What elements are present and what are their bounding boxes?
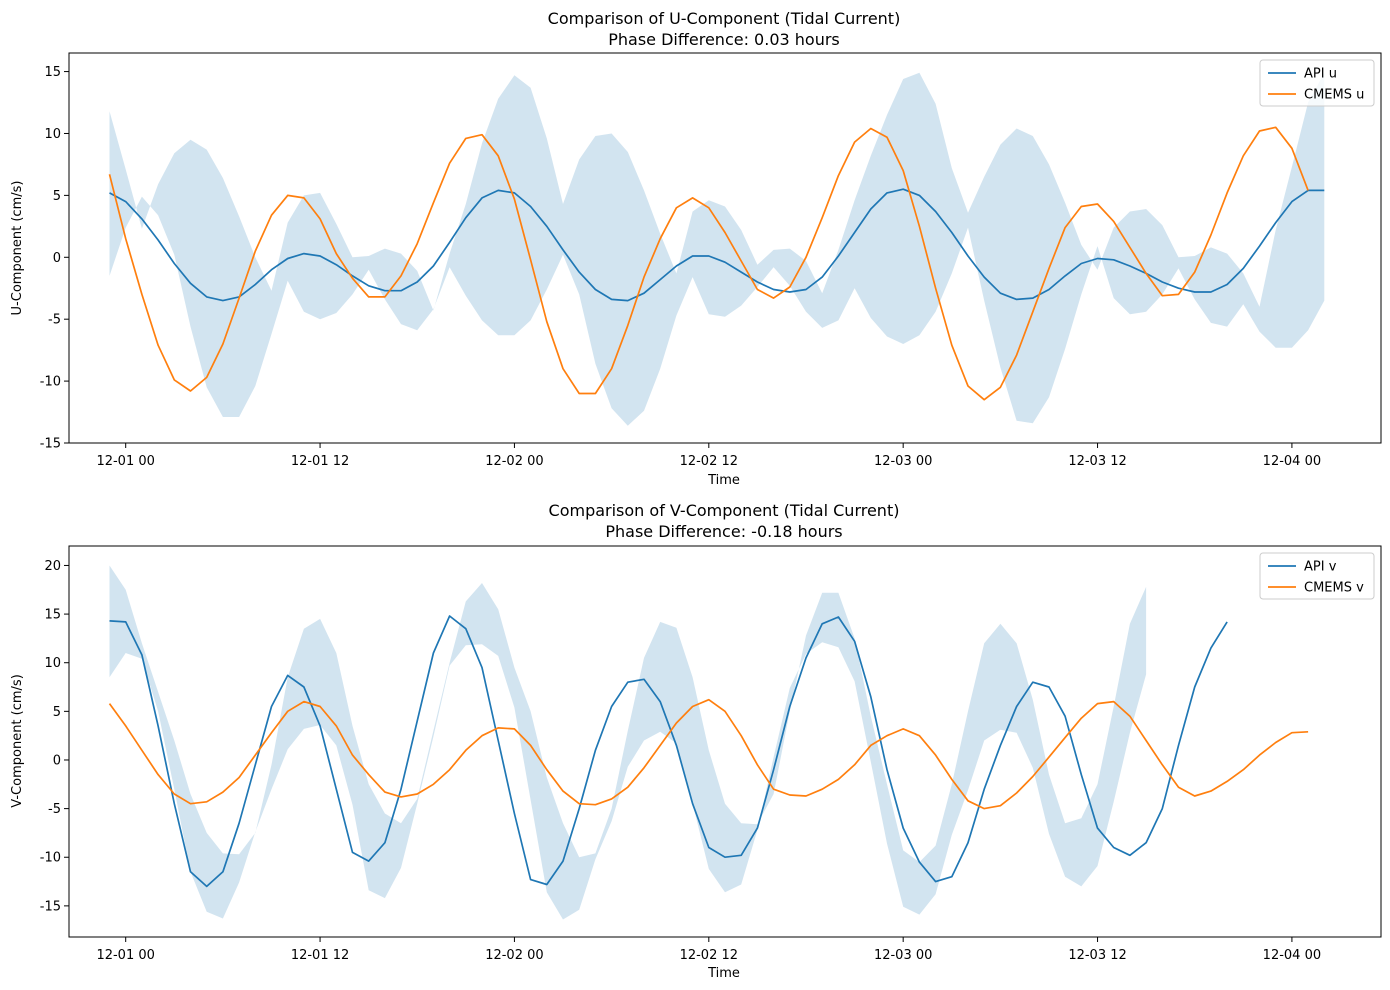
v-ticks-layer: -15 -10 -5 0 5 10 15 20 12-01 00 12-01 12 12-02 00… [40, 559, 1321, 963]
u-band-layer [109, 72, 1325, 426]
u-ytick-label: 10 [44, 127, 61, 142]
u-ticks-layer: -15 -10 -5 0 5 10 15 12-01 00 12-01 12 12-02 00 12… [40, 65, 1321, 469]
v-xtick-label: 12-03 12 [1068, 948, 1126, 963]
u-series-layer [108, 126, 1325, 401]
v-ytick-label: -10 [40, 851, 61, 866]
v-plot-ylabel: V-Component (cm/s) [10, 674, 25, 808]
v-legend: API v CMEMS v [1259, 552, 1375, 600]
v-series-layer [108, 615, 1309, 888]
v-xtick-label: 12-03 00 [874, 948, 932, 963]
u-plot-subtitle: Phase Difference: 0.03 hours [608, 30, 840, 49]
v-xtick-label: 12-01 00 [96, 948, 154, 963]
v-ytick-label: 15 [44, 608, 61, 623]
v-series-line-2 [108, 698, 1309, 810]
v-plot-frame [68, 545, 1382, 938]
u-ytick-label: -15 [40, 437, 61, 452]
v-ytick-label: 0 [53, 753, 61, 768]
u-xtick-label: 12-02 12 [680, 454, 738, 469]
u-ytick-label: -10 [40, 375, 61, 390]
v-ytick-label: 20 [44, 559, 61, 574]
v-confidence-band [109, 565, 1147, 920]
u-ytick-label: 5 [53, 189, 61, 204]
v-legend-label-2: CMEMS v [1304, 581, 1364, 596]
u-series-line-1 [109, 188, 1325, 302]
v-plot-subtitle: Phase Difference: -0.18 hours [605, 522, 842, 541]
u-plot-frame [68, 52, 1382, 444]
v-xtick-label: 12-02 00 [485, 948, 543, 963]
u-xtick-label: 12-03 12 [1068, 454, 1126, 469]
u-xtick-label: 12-01 12 [291, 454, 349, 469]
u-ytick-label: -5 [48, 313, 61, 328]
u-confidence-band [109, 72, 1325, 426]
u-ytick-label: 0 [53, 251, 61, 266]
u-component-plot: Comparison of U-Component (Tidal Current… [10, 9, 1382, 488]
u-legend: API u CMEMS u [1259, 59, 1375, 107]
v-component-plot: Comparison of V-Component (Tidal Current… [10, 501, 1382, 981]
u-xtick-label: 12-01 00 [96, 454, 154, 469]
v-ytick-label: 5 [53, 705, 61, 720]
v-xtick-label: 12-02 12 [680, 948, 738, 963]
u-xtick-label: 12-02 00 [485, 454, 543, 469]
v-xtick-label: 12-01 12 [291, 948, 349, 963]
u-ytick-label: 15 [44, 65, 61, 80]
u-legend-label-2: CMEMS u [1304, 88, 1364, 103]
u-xtick-label: 12-04 00 [1263, 454, 1321, 469]
u-plot-title: Comparison of U-Component (Tidal Current… [548, 9, 901, 28]
v-series-line-1 [109, 615, 1228, 888]
u-legend-label-1: API u [1304, 67, 1337, 82]
v-legend-label-1: API v [1304, 560, 1337, 575]
v-plot-title: Comparison of V-Component (Tidal Current… [549, 501, 900, 520]
u-plot-xlabel: Time [707, 473, 740, 488]
v-ytick-label: -15 [40, 899, 61, 914]
v-ytick-label: -5 [48, 802, 61, 817]
v-plot-xlabel: Time [707, 966, 740, 981]
u-xtick-label: 12-03 00 [874, 454, 932, 469]
v-ytick-label: 10 [44, 656, 61, 671]
u-series-line-2 [108, 126, 1309, 401]
u-plot-ylabel: U-Component (cm/s) [10, 181, 25, 316]
v-xtick-label: 12-04 00 [1263, 948, 1321, 963]
v-band-layer [109, 565, 1147, 920]
